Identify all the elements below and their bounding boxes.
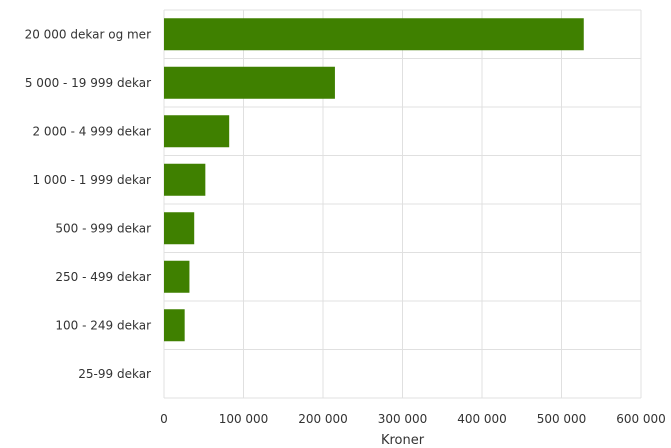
category-label: 5 000 - 19 999 dekar [25, 76, 151, 90]
bar [164, 66, 335, 99]
category-labels: 20 000 dekar og mer 5 000 - 19 999 dekar 2… [25, 27, 151, 381]
x-tick-label: 100 000 [219, 412, 269, 426]
bar [164, 260, 190, 293]
gridlines [163, 9, 642, 399]
category-label: 2 000 - 4 999 dekar [32, 124, 151, 138]
x-tick-label: 400 000 [457, 412, 507, 426]
x-tick-label: 300 000 [378, 412, 428, 426]
x-tick-label: 600 000 [616, 412, 666, 426]
category-label: 500 - 999 dekar [55, 221, 151, 235]
bar [164, 163, 206, 196]
bars [164, 18, 584, 342]
category-label: 20 000 dekar og mer [25, 27, 151, 41]
bar [164, 212, 195, 245]
bar [164, 115, 230, 148]
x-tick-label: 0 [160, 412, 168, 426]
bar [164, 309, 185, 342]
category-label: 250 - 499 dekar [55, 270, 151, 284]
x-tick-labels: 0 100 000 200 000 300 000 400 000 500 000 600 … [160, 412, 666, 426]
category-label: 100 - 249 dekar [55, 318, 151, 332]
category-label: 1 000 - 1 999 dekar [32, 173, 151, 187]
x-tick-label: 200 000 [298, 412, 348, 426]
category-label: 25-99 dekar [78, 367, 151, 381]
x-axis-title: Kroner [381, 433, 425, 448]
x-tick-label: 500 000 [537, 412, 587, 426]
bar [164, 18, 584, 51]
